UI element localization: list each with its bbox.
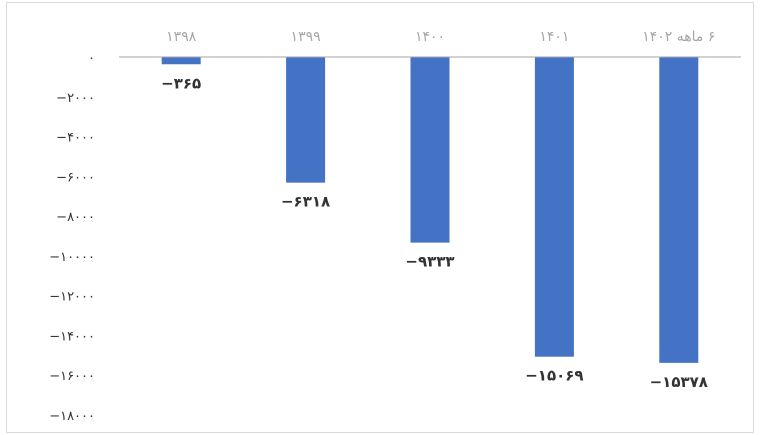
y-tick-label: −۶۰۰۰ <box>56 170 95 185</box>
y-tick-label: −۱۶۰۰۰ <box>49 369 95 384</box>
bars <box>161 57 699 363</box>
bar <box>161 57 201 65</box>
y-tick-label: −۱۲۰۰۰ <box>49 290 95 305</box>
y-tick-label: ۰ <box>88 51 95 66</box>
bar-chart: ۰ −۲۰۰۰ −۴۰۰۰ −۶۰۰۰ −۸۰۰۰ −۱۰۰۰۰ −۱۲۰۰۰ −۱۴۰۰۰ −… <box>49 29 741 424</box>
bar <box>410 57 450 243</box>
x-category-label: ۶ ماهه ۱۴۰۲ <box>642 29 715 45</box>
y-axis-ticks: ۰ −۲۰۰۰ −۴۰۰۰ −۶۰۰۰ −۸۰۰۰ −۱۰۰۰۰ −۱۲۰۰۰ −۱۴۰۰۰ −… <box>49 51 95 424</box>
data-label: −۱۵۰۶۹ <box>525 367 583 385</box>
x-axis-ticks: ۱۳۹۸ ۱۳۹۹ ۱۴۰۰ ۱۴۰۱ ۶ ماهه ۱۴۰۲ <box>166 29 715 45</box>
x-category-label: ۱۳۹۹ <box>291 29 321 45</box>
y-tick-label: −۴۰۰۰ <box>56 131 95 146</box>
y-tick-label: −۱۸۰۰۰ <box>49 409 95 424</box>
bar <box>286 57 326 183</box>
x-category-label: ۱۳۹۸ <box>166 29 197 45</box>
y-tick-label: −۲۰۰۰ <box>56 91 95 106</box>
chart-frame: ۰ −۲۰۰۰ −۴۰۰۰ −۶۰۰۰ −۸۰۰۰ −۱۰۰۰۰ −۱۲۰۰۰ −۱۴۰۰۰ −… <box>6 2 754 433</box>
y-tick-label: −۱۰۰۰۰ <box>49 250 95 265</box>
bar <box>659 57 699 363</box>
data-label: −۱۵۳۷۸ <box>650 373 708 391</box>
bar <box>534 57 574 357</box>
data-label: −۳۶۵ <box>161 74 201 92</box>
x-category-label: ۱۴۰۰ <box>415 29 445 45</box>
y-tick-label: −۱۴۰۰۰ <box>49 329 95 344</box>
data-labels: −۳۶۵ −۶۳۱۸ −۹۳۳۳ −۱۵۰۶۹ −۱۵۳۷۸ <box>161 74 708 391</box>
data-label: −۶۳۱۸ <box>281 193 330 211</box>
x-category-label: ۱۴۰۱ <box>539 29 569 45</box>
y-tick-label: −۸۰۰۰ <box>56 210 95 225</box>
data-label: −۹۳۳۳ <box>405 253 454 271</box>
